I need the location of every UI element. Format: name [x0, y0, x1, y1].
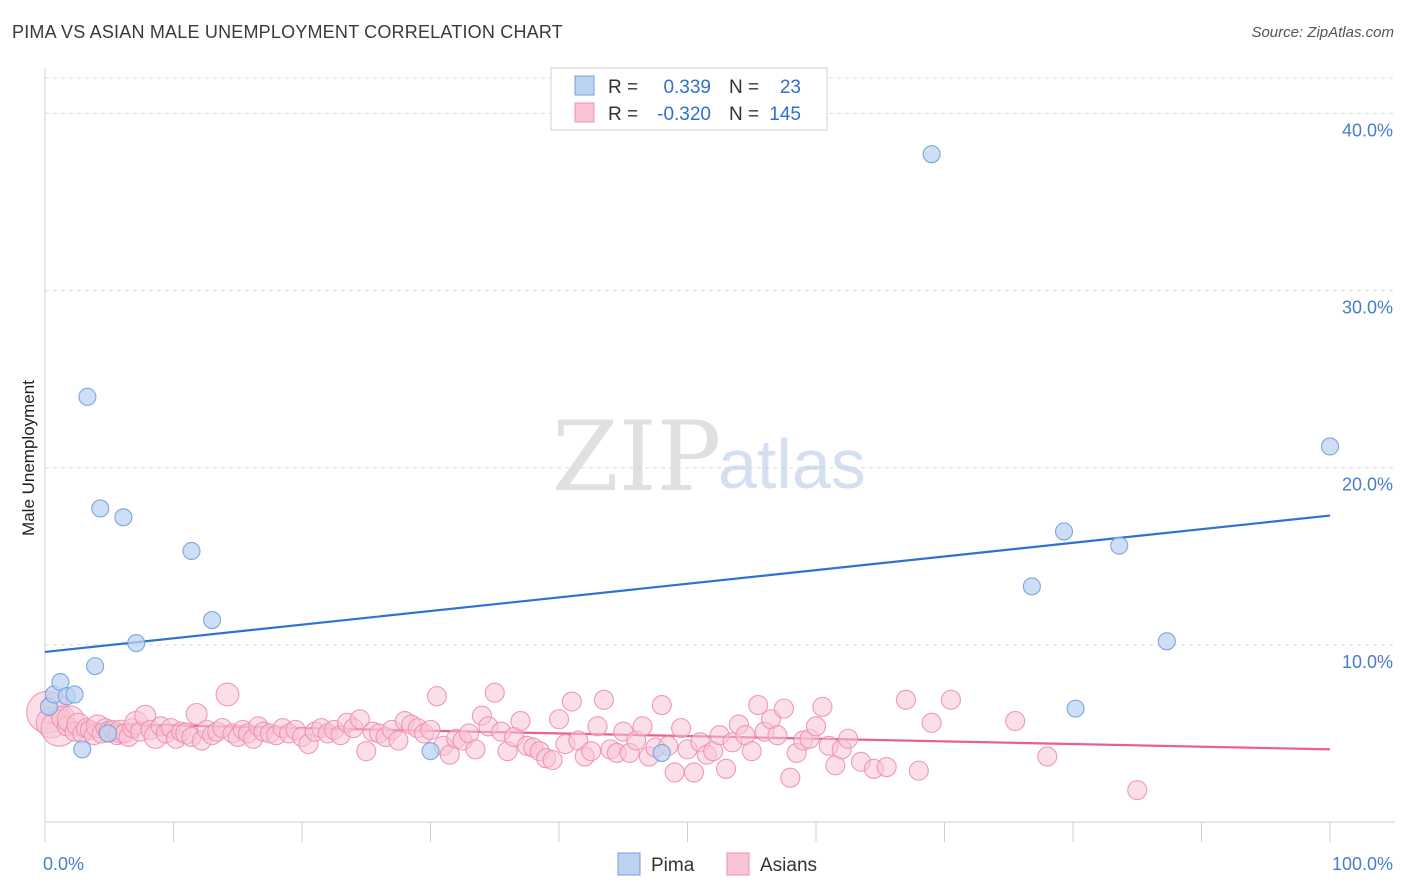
point-asians-96	[561, 691, 582, 712]
point-asians-63	[349, 709, 370, 730]
y-axis-title: Male Unemployment	[19, 380, 38, 536]
point-pima-7	[86, 657, 105, 676]
point-pima-12	[182, 541, 201, 561]
point-asians-110	[651, 695, 672, 716]
legend-n-value-pima: 23	[780, 77, 801, 98]
point-asians-81	[465, 739, 486, 760]
point-asians-94	[548, 709, 570, 730]
point-asians-134	[805, 716, 827, 737]
point-pima-10	[114, 508, 133, 527]
point-asians-35	[185, 702, 208, 725]
trend-line-pima	[44, 514, 1331, 654]
point-asians-125	[748, 695, 769, 716]
series-legend-label-pima: Pima	[651, 855, 695, 876]
legend-r-value-asians: -0.320	[657, 104, 711, 125]
series-legend-swatch-asians	[726, 852, 750, 876]
point-asians-74	[420, 719, 441, 740]
series-legend-swatch-pima	[617, 852, 641, 876]
point-pima-9	[98, 724, 118, 743]
point-asians-145	[921, 712, 942, 733]
point-asians-69	[388, 730, 409, 751]
point-asians-84	[484, 682, 505, 703]
point-asians-143	[895, 689, 917, 710]
point-pima-21	[1157, 632, 1176, 651]
legend-r-label-asians: R =	[608, 104, 638, 125]
point-asians-148	[1037, 746, 1058, 767]
y-tick-label-1: 20.0%	[1342, 475, 1393, 495]
y-tick-label-3: 40.0%	[1342, 120, 1393, 140]
point-pima-11	[127, 634, 146, 653]
point-asians-64	[356, 741, 377, 762]
point-pima-20	[1110, 536, 1129, 555]
legend-r-value-pima: 0.339	[663, 77, 711, 98]
legend-swatch-pima	[574, 75, 595, 96]
point-pima-19	[1066, 699, 1085, 718]
point-asians-100	[587, 716, 608, 737]
point-asians-88	[510, 710, 531, 732]
point-asians-149	[1127, 780, 1148, 801]
point-asians-139	[838, 728, 859, 749]
legend-r-label-pima: R =	[608, 77, 638, 98]
stats-legend-box	[550, 67, 828, 131]
point-asians-144	[908, 760, 929, 781]
legend-n-label-pima: N =	[729, 77, 759, 98]
point-pima-16	[922, 145, 941, 164]
series-legend-label-asians: Asians	[760, 855, 817, 876]
point-pima-5	[73, 740, 92, 759]
axes	[44, 68, 1395, 842]
point-pima-22	[1320, 437, 1340, 456]
point-asians-130	[780, 767, 801, 788]
y-tick-label-2: 30.0%	[1342, 298, 1393, 318]
chart-title: PIMA VS ASIAN MALE UNEMPLOYMENT CORRELAT…	[12, 22, 563, 42]
legend-n-label-asians: N =	[729, 104, 759, 125]
point-asians-128	[767, 725, 788, 746]
point-asians-75	[426, 686, 447, 707]
point-asians-147	[1005, 710, 1026, 732]
point-asians-101	[593, 689, 615, 710]
watermark-atlas: atlas	[718, 425, 866, 503]
point-asians-135	[812, 696, 833, 717]
x-tick-label-1: 100.0%	[1332, 854, 1393, 874]
point-pima-4	[65, 685, 84, 704]
point-asians-99	[581, 741, 602, 762]
point-pima-14	[421, 742, 440, 761]
point-asians-120	[715, 758, 737, 779]
source-label: Source: ZipAtlas.com	[1251, 24, 1394, 41]
point-asians-93	[542, 749, 563, 771]
point-pima-6	[78, 387, 97, 406]
point-asians-113	[671, 718, 692, 739]
grid-lines	[45, 77, 1395, 646]
point-asians-41	[215, 682, 240, 707]
point-asians-115	[683, 762, 704, 783]
point-pima-13	[203, 611, 222, 630]
point-asians-107	[632, 716, 653, 737]
point-pima-18	[1054, 522, 1074, 541]
tick-labels: 10.0% 20.0% 30.0% 40.0% 0.0% 100.0%	[43, 120, 1393, 874]
point-asians-112	[664, 762, 685, 783]
point-asians-129	[773, 698, 794, 719]
x-tick-label-0: 0.0%	[43, 854, 84, 874]
legend-n-value-asians: 145	[769, 104, 801, 125]
trend-lines	[44, 514, 1331, 751]
legend-swatch-asians	[574, 102, 595, 123]
point-asians-124	[741, 741, 762, 762]
point-pima-8	[91, 499, 110, 518]
point-pima-17	[1022, 577, 1041, 596]
data-points	[26, 145, 1340, 801]
y-tick-label-0: 10.0%	[1342, 652, 1393, 672]
watermark-zip: ZIP	[552, 401, 721, 513]
point-asians-142	[876, 757, 897, 778]
series-legend: Pima Asians	[617, 852, 817, 876]
stats-legend: R = 0.339 N = 23 R = -0.320 N = 145	[550, 67, 828, 131]
point-pima-15	[652, 743, 671, 762]
point-asians-146	[940, 689, 961, 710]
